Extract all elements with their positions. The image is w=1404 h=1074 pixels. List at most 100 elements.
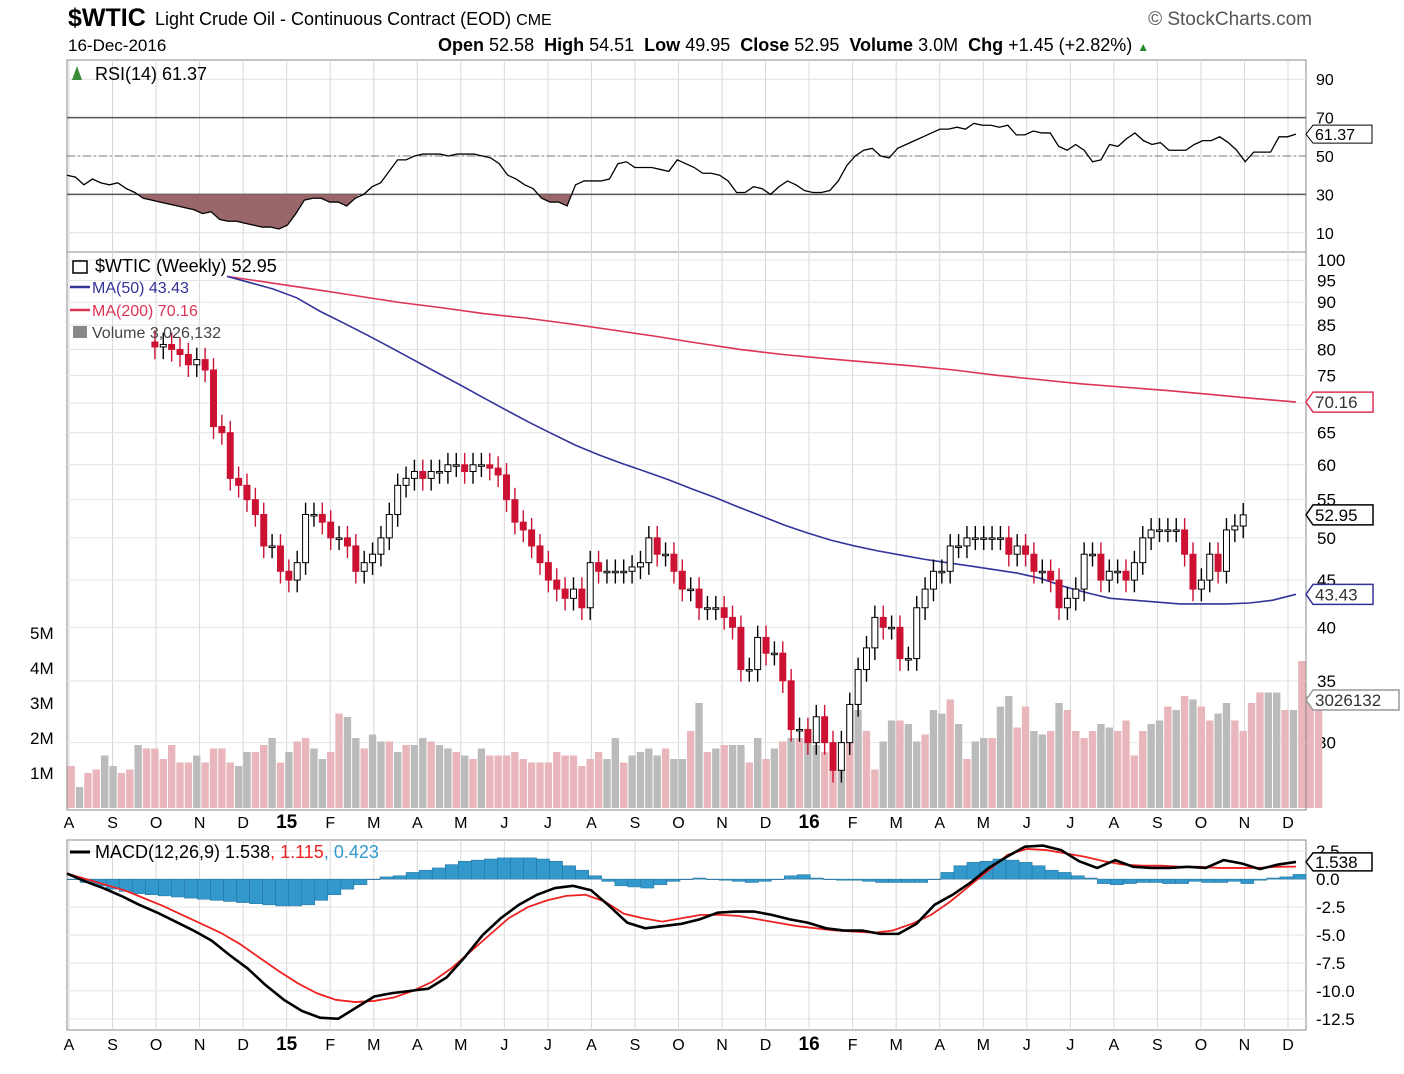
macd-histogram-bar <box>705 878 720 880</box>
volume-bar <box>1021 706 1030 808</box>
macd-histogram-bar <box>901 878 915 883</box>
volume-bar <box>151 748 159 808</box>
macd-histogram-bar <box>862 878 876 882</box>
candle-body <box>620 570 628 574</box>
rsi-tick-label: 30 <box>1316 187 1334 204</box>
volume-bar <box>670 759 678 808</box>
volume-bar <box>1147 724 1155 808</box>
volume-bar <box>318 759 327 808</box>
candle-body <box>770 652 778 656</box>
candle-body <box>569 588 577 599</box>
volume-bar <box>820 752 829 808</box>
candle-body <box>737 626 745 671</box>
volume-bar <box>1113 731 1122 808</box>
volume-bar <box>519 759 527 808</box>
candle-body <box>929 570 937 590</box>
macd-tick-label: -7.5 <box>1316 954 1345 973</box>
candle-body <box>636 562 644 568</box>
volume-bar <box>837 769 846 808</box>
candle-body <box>1139 537 1147 564</box>
volume-bar <box>293 741 301 808</box>
macd-histogram-bar <box>1136 878 1150 883</box>
candle-body <box>1122 570 1130 581</box>
candle-body <box>1147 529 1155 539</box>
x-tick-label: O <box>1195 1037 1207 1054</box>
volume-bar <box>862 731 871 808</box>
macd-histogram-bar <box>145 878 159 896</box>
macd-histogram-bar <box>536 858 550 880</box>
volume-bar <box>712 748 720 808</box>
volume-bar <box>737 745 745 808</box>
ma50-line <box>226 275 1297 605</box>
volume-bar <box>963 759 971 808</box>
macd-histogram-bar <box>1266 877 1281 880</box>
candle-body <box>1206 553 1214 581</box>
volume-bar <box>1256 692 1264 808</box>
volume-bar <box>929 710 938 808</box>
volume-bar <box>419 738 427 808</box>
price-tick-label: 75 <box>1317 366 1336 385</box>
candle-body <box>1063 597 1071 609</box>
volume-bar <box>636 752 645 808</box>
candle-body <box>729 616 737 628</box>
x-tick-label: D <box>1282 815 1294 832</box>
x-tick-label: S <box>1152 815 1163 832</box>
close-value: 52.95 <box>794 35 840 55</box>
volume-bar <box>846 710 854 808</box>
volume-bar <box>620 762 628 808</box>
macd-histogram-bar <box>784 875 798 880</box>
macd-histogram-bar <box>953 865 968 880</box>
macd-histogram-bar <box>444 864 459 880</box>
volume-bar <box>184 762 193 808</box>
volume-bar <box>486 755 494 808</box>
candle-body <box>302 514 310 564</box>
x-tick-label: M <box>890 1037 903 1054</box>
rsi-last-value-tag <box>1305 124 1373 144</box>
candle-body <box>611 570 619 574</box>
candle-body <box>410 471 418 479</box>
volume-bar <box>427 741 435 808</box>
x-tick-label: F <box>325 1037 335 1054</box>
x-tick-label: M <box>367 815 380 832</box>
candle-body <box>971 537 979 540</box>
candle-body <box>461 464 469 473</box>
volume-bar <box>343 717 352 808</box>
volume-tick-label: 1M <box>30 764 54 783</box>
candle-body <box>1214 553 1222 572</box>
x-tick-label: J <box>544 1037 552 1054</box>
macd-histogram-bar <box>1110 878 1124 885</box>
price-tick-label: 35 <box>1317 672 1336 691</box>
volume-label: Volume <box>849 35 914 55</box>
candle-body <box>888 626 896 630</box>
macd-histogram-bar <box>1149 878 1163 883</box>
volume-bar <box>804 741 812 808</box>
volume-bar <box>661 748 670 808</box>
candle-body <box>276 545 284 572</box>
volume-bar <box>1013 727 1021 808</box>
volume-value: 3.0M <box>918 35 959 55</box>
macd-histogram-bar <box>744 878 759 883</box>
candle-body <box>210 369 217 428</box>
macd-histogram-bar <box>327 878 342 896</box>
x-tick-label: M <box>454 815 467 832</box>
candle-body <box>452 464 460 467</box>
high-label: High <box>544 35 585 55</box>
symbol-title: $WTIC <box>68 4 146 32</box>
candle-body <box>687 588 695 592</box>
macd-histogram-bar <box>379 876 394 880</box>
candle-body <box>444 464 452 473</box>
macd-histogram-bar <box>249 878 263 904</box>
macd-histogram-bar <box>1123 878 1137 884</box>
volume-bar <box>1088 731 1097 808</box>
volume-bar <box>536 762 544 808</box>
x-tick-label: O <box>150 815 162 832</box>
volume-bar <box>1005 696 1013 808</box>
rsi-oversold-fill <box>139 194 360 229</box>
candle-body <box>352 545 360 572</box>
volume-bar <box>1231 720 1239 808</box>
x-tick-label: F <box>325 815 335 832</box>
brand-logo[interactable]: © StockCharts.com <box>1148 9 1312 30</box>
macd-tick-label: -5.0 <box>1316 926 1345 945</box>
macd-legend-label: MACD(12,26,9) 1.538, 1.115, 0.423 <box>95 842 379 862</box>
macd-histogram-bar <box>692 877 707 880</box>
